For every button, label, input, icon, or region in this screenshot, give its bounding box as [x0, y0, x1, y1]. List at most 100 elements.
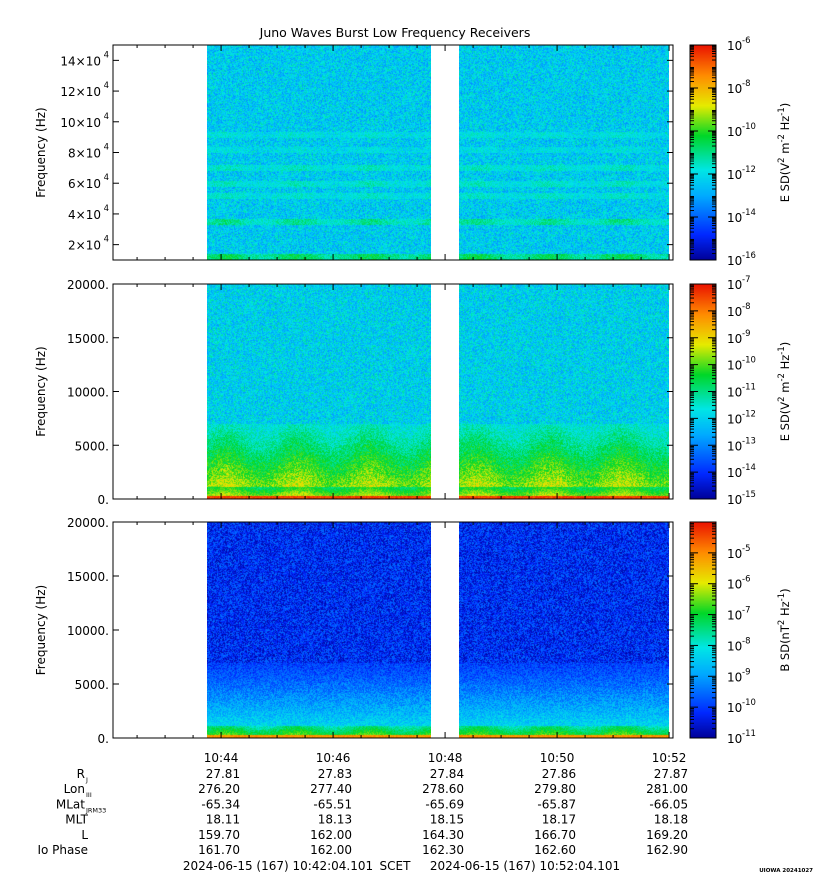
- spectrogram-panel-3: 0. 5000. 10000. 15000. 20000. Frequency (Hz) 1…: [34, 516, 792, 746]
- colorbar-tick-label: 10: [727, 332, 742, 346]
- y-tick-label: 8×10: [68, 147, 101, 161]
- colorbar-tick-label-exponent: -11: [742, 729, 756, 739]
- colorbar-tick-label: 10: [727, 439, 742, 453]
- ephemeris-row: MLat JRM33 -65.34 -65.51 -65.69 -65.87 -66.05: [56, 797, 688, 814]
- ephemeris-row: MLT 18.11 18.13 18.15 18.17 18.18: [65, 813, 688, 827]
- colorbar-frame: [689, 521, 717, 739]
- colorbar-tick-label: 10: [727, 386, 742, 400]
- spectrogram-panel-2: 0. 5000. 10000. 15000. 20000. Frequency (Hz) 1…: [34, 275, 792, 507]
- colorbar-tick-label-exponent: -15: [742, 490, 756, 500]
- colorbar-2: 10-1510-1410-1310-1210-1110-1010-910-810…: [689, 275, 792, 507]
- ephemeris-value: 27.87: [654, 767, 688, 781]
- ephemeris-value: 161.70: [198, 843, 240, 857]
- spectrogram-segment-2: [459, 284, 669, 499]
- ephemeris-value: -65.69: [425, 797, 464, 811]
- y-tick-label-exponent: 4: [104, 50, 109, 60]
- colorbar-tick-label-exponent: -8: [742, 636, 750, 646]
- ephemeris-value: 162.90: [646, 843, 688, 857]
- colorbar-label: B SD(nT2 Hz-1): [777, 588, 792, 671]
- y-tick-label: 10×10: [60, 116, 101, 130]
- footer-scet-label: SCET: [380, 859, 412, 873]
- time-tick-label: 10:44: [204, 751, 239, 765]
- ephemeris-value: 169.20: [646, 828, 688, 842]
- ephemeris-row: R J 27.81 27.83 27.84 27.86 27.87: [77, 767, 688, 784]
- y-tick-label-exponent: 4: [104, 81, 109, 91]
- y-tick-label: 15000.: [67, 570, 109, 584]
- colorbar-frame: [689, 44, 717, 261]
- y-tick-label: 15000.: [67, 332, 109, 346]
- y-tick-label-exponent: 4: [104, 235, 109, 245]
- ephemeris-value: -65.51: [313, 797, 352, 811]
- colorbar-tick-label-exponent: -8: [742, 79, 750, 89]
- colorbar-tick-label-exponent: -9: [742, 329, 750, 339]
- ephemeris-value: -65.87: [537, 797, 576, 811]
- colorbar-gradient: [690, 45, 716, 260]
- y-tick-label: 20000.: [67, 516, 109, 530]
- ephemeris-value: 18.17: [542, 813, 576, 827]
- footer-start-time: 2024-06-15 (167) 10:42:04.101: [183, 859, 373, 873]
- ephemeris-value: 281.00: [646, 782, 688, 796]
- footer-end-time: 2024-06-15 (167) 10:52:04.101: [430, 859, 620, 873]
- figure-title: Juno Waves Burst Low Frequency Receivers: [259, 25, 531, 40]
- colorbar-tick-label: 10: [727, 412, 742, 426]
- y-tick-label: 2×10: [68, 239, 101, 253]
- ephemeris-value: 162.30: [422, 843, 464, 857]
- ephemeris-row-label: Io Phase: [37, 843, 88, 857]
- ephemeris-row-label: MLT: [65, 813, 88, 827]
- colorbar-tick-label: 10: [727, 39, 742, 53]
- ephemeris-value: 27.81: [206, 767, 240, 781]
- y-tick-label: 5000.: [75, 678, 109, 692]
- ephemeris-row-label: Lon: [64, 782, 85, 796]
- colorbar-tick-label: 10: [727, 670, 742, 684]
- colorbar-tick-label-exponent: -16: [742, 251, 756, 261]
- time-tick-label: 10:46: [316, 751, 351, 765]
- colorbar-label: E SD(V2 m-2 Hz-1): [777, 103, 792, 203]
- colorbar-tick-label: 10: [727, 547, 742, 561]
- colorbar-tick-label: 10: [727, 639, 742, 653]
- colorbar-label: E SD(V2 m-2 Hz-1): [777, 342, 792, 442]
- ephemeris-value: 18.18: [654, 813, 688, 827]
- time-axis-labels: 10:44 10:46 10:48 10:50 10:52: [204, 751, 687, 765]
- y-tick-label: 0.: [98, 732, 109, 746]
- ephemeris-row-label-subscript: J: [85, 776, 88, 784]
- colorbar-tick-label-exponent: -9: [742, 667, 750, 677]
- colorbar-tick-label-exponent: -14: [742, 463, 756, 473]
- colorbar-gradient: [690, 522, 716, 738]
- ephemeris-row-label-subscript: III: [86, 791, 92, 799]
- ephemeris-value: 27.86: [542, 767, 576, 781]
- ephemeris-value: 276.20: [198, 782, 240, 796]
- colorbar-tick-label: 10: [727, 609, 742, 623]
- colorbar-tick-label-exponent: -10: [742, 356, 756, 366]
- spectrogram-segment-2: [459, 45, 669, 260]
- y-tick-label: 5000.: [75, 439, 109, 453]
- ephemeris-value: 162.00: [310, 828, 352, 842]
- colorbar-tick-label: 10: [727, 125, 742, 139]
- ephemeris-value: 162.00: [310, 843, 352, 857]
- colorbar-tick-label-exponent: -7: [742, 275, 750, 285]
- y-tick-label: 0.: [98, 493, 109, 507]
- ephemeris-row: L 159.70 162.00 164.30 166.70 169.20: [81, 828, 688, 842]
- y-tick-label-exponent: 4: [104, 204, 109, 214]
- y-axis-label: Frequency (Hz): [34, 107, 48, 198]
- colorbar-tick-label: 10: [727, 466, 742, 480]
- ephemeris-value: 278.60: [422, 782, 464, 796]
- colorbar-tick-label-exponent: -10: [742, 698, 756, 708]
- y-axis-label: Frequency (Hz): [34, 346, 48, 437]
- footer-stamp: UIOWA 20241027: [759, 868, 813, 874]
- colorbar-tick-label-exponent: -6: [742, 36, 750, 46]
- spectrogram-segment-1: [207, 284, 431, 499]
- colorbar-tick-label: 10: [727, 732, 742, 746]
- ephemeris-row-label: R: [77, 767, 85, 781]
- ephemeris-row: Lon III 276.20 277.40 278.60 279.80 281.00: [64, 782, 689, 799]
- y-tick-label: 10000.: [67, 624, 109, 638]
- spectrogram-segment-1: [207, 522, 431, 738]
- y-tick-label-exponent: 4: [104, 173, 109, 183]
- ephemeris-value: 162.60: [534, 843, 576, 857]
- ephemeris-value: 18.15: [430, 813, 464, 827]
- ephemeris-value: 277.40: [310, 782, 352, 796]
- ephemeris-table: R J 27.81 27.83 27.84 27.86 27.87 Lon III 276.20 2…: [37, 767, 688, 857]
- colorbar-tick-label-exponent: -11: [742, 383, 756, 393]
- ephemeris-value: 18.13: [318, 813, 352, 827]
- time-tick-label: 10:50: [540, 751, 575, 765]
